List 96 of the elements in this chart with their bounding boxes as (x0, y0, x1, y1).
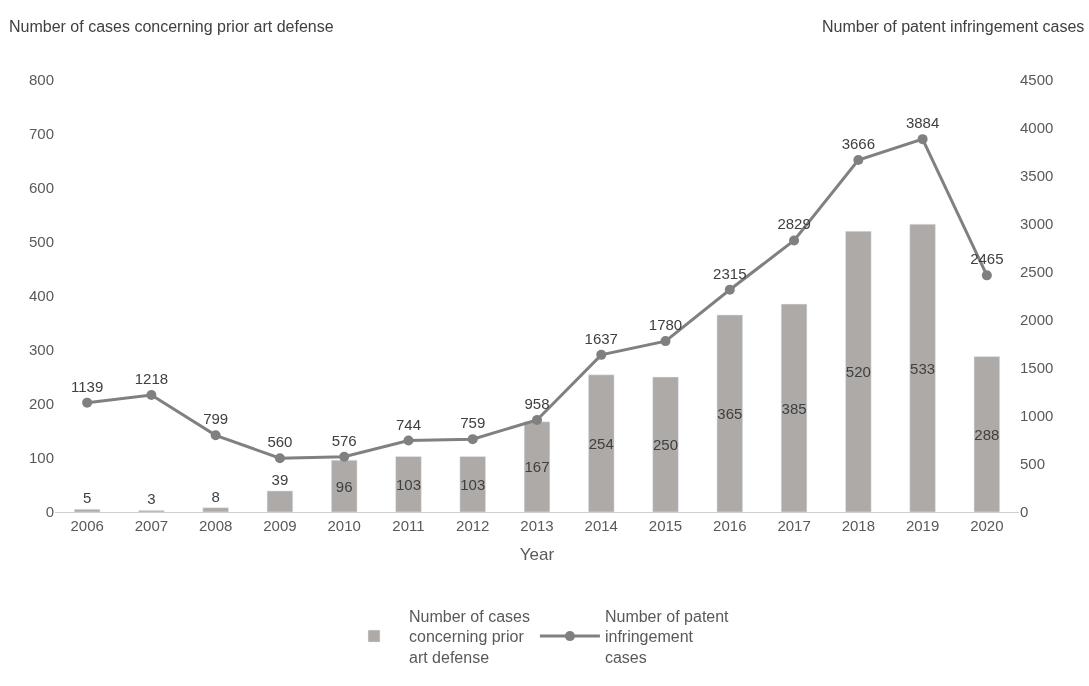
y-axis-title: Number of cases concerning prior art defense (9, 18, 334, 35)
point (660, 336, 671, 347)
data-label: 533 (910, 359, 936, 377)
bar (973, 356, 1000, 512)
y2-tick-label: 2500 (1020, 263, 1054, 281)
point (146, 390, 157, 401)
point (403, 435, 414, 446)
data-label: 5 (82, 489, 92, 507)
data-label: 1139 (71, 377, 104, 395)
data-label: 799 (203, 410, 229, 428)
y-tick-label: 200 (28, 395, 54, 413)
y2-tick-label: 500 (1020, 455, 1046, 473)
data-label: 576 (331, 431, 357, 449)
y-tick-label: 100 (28, 449, 54, 467)
bar (652, 376, 679, 512)
x-tick-label: 2009 (263, 517, 297, 534)
data-label: 1218 (134, 370, 169, 388)
y2-axis-title: Number of patent infringement cases (822, 18, 1085, 35)
data-label: 167 (524, 458, 550, 476)
data-label: 288 (974, 425, 1000, 443)
y2-tick-label: 3000 (1020, 215, 1054, 233)
bar (716, 314, 743, 512)
y2-tick-label: 0 (1020, 503, 1029, 521)
y-tick-label: 300 (28, 341, 54, 359)
x-tick-label: 2006 (70, 517, 104, 534)
y-tick-label: 400 (28, 287, 54, 305)
point (274, 453, 285, 464)
x-tick-label: 2014 (584, 517, 618, 534)
x-tick-label: 2012 (456, 517, 490, 534)
data-label: 8 (211, 487, 220, 505)
data-label: 250 (653, 436, 679, 453)
point (724, 284, 735, 295)
y-tick-label: 700 (28, 125, 54, 143)
x-tick-label: 2010 (327, 517, 361, 534)
x-tick-label: 2017 (777, 517, 811, 534)
data-label: 560 (267, 433, 293, 451)
point (82, 397, 93, 408)
y-tick-label: 0 (45, 503, 54, 521)
bar (331, 459, 358, 512)
data-label: 254 (588, 434, 614, 452)
point (467, 434, 478, 445)
data-label: 1780 (648, 316, 683, 334)
x-tick-label: 2008 (198, 517, 233, 534)
y2-tick-label: 2000 (1020, 311, 1054, 329)
data-label: 103 (395, 475, 421, 493)
x-tick-label: 2018 (841, 517, 876, 534)
point (532, 415, 542, 426)
bar (780, 303, 808, 512)
point (789, 235, 800, 246)
point (853, 155, 864, 166)
data-label: 1637 (584, 329, 618, 347)
x-tick-label: 2015 (648, 517, 683, 534)
x-tick-label: 2020 (970, 517, 1004, 534)
bar (909, 223, 936, 512)
x-tick-label: 2019 (905, 517, 940, 534)
y-tick-label: 500 (28, 233, 54, 251)
data-label: 744 (395, 415, 421, 433)
y-tick-label: 800 (28, 71, 54, 89)
point (596, 349, 607, 360)
data-label: 3884 (905, 114, 940, 132)
x-tick-label: 2013 (520, 517, 554, 534)
data-label: 103 (460, 475, 486, 493)
y2-tick-label: 4500 (1020, 71, 1054, 89)
bar (588, 374, 615, 512)
data-label: 385 (781, 399, 807, 417)
point (981, 270, 992, 281)
legend-label: Number of cases concerning prior art defense (409, 607, 530, 667)
data-label: 958 (524, 395, 550, 413)
data-label: 39 (271, 470, 289, 488)
data-label: 759 (460, 414, 486, 432)
bar (266, 490, 294, 512)
legend-label: Number of patent infringement cases (604, 607, 730, 667)
y2-tick-label: 1500 (1020, 359, 1054, 377)
point (210, 430, 221, 441)
bar (523, 421, 551, 512)
bar (202, 507, 229, 512)
y-tick-label: 600 (28, 179, 54, 197)
data-label: 2315 (713, 264, 747, 282)
bar (845, 230, 872, 512)
x-tick-label: 2016 (713, 517, 747, 534)
data-label: 520 (845, 363, 871, 381)
x-tick-label: 2007 (134, 517, 169, 534)
point (917, 134, 928, 145)
bar (395, 456, 422, 512)
data-label: 3 (147, 490, 156, 508)
y2-tick-label: 3500 (1020, 167, 1054, 185)
y2-tick-label: 4000 (1020, 119, 1054, 137)
y2-tick-label: 1000 (1020, 407, 1054, 425)
bar (74, 509, 101, 512)
data-label: 365 (717, 404, 743, 422)
point (339, 451, 350, 462)
x-tick-label: 2011 (392, 517, 425, 534)
data-label: 96 (335, 477, 353, 495)
bar (459, 456, 486, 512)
x-axis-title: Year (519, 545, 555, 565)
data-label: 3666 (841, 135, 876, 153)
